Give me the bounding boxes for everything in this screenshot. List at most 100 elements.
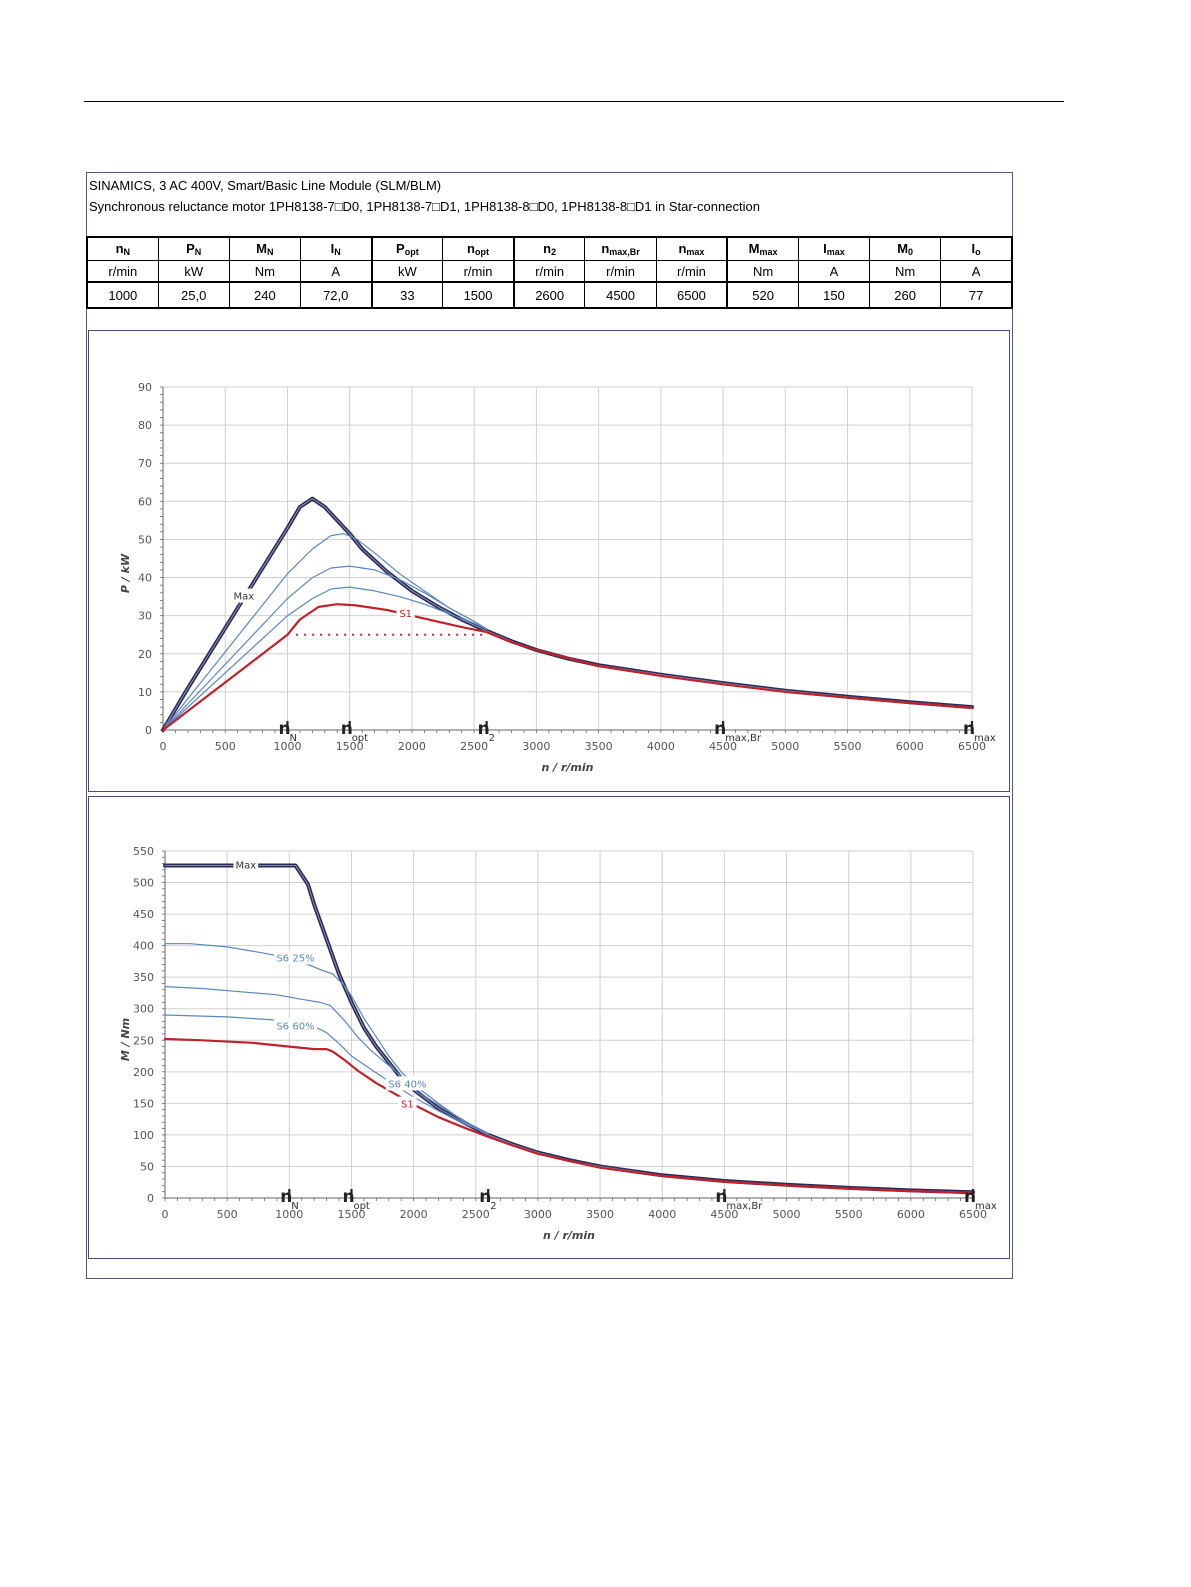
series-label-s6-40-: S6 40% [388, 1079, 426, 1090]
y-tick-label: 550 [133, 845, 154, 858]
x-tick-label: 6000 [896, 740, 924, 753]
x-tick-label: 3000 [524, 1208, 552, 1221]
spec-unit-9: Nm [726, 260, 799, 283]
x-tick-label: 500 [215, 740, 236, 753]
spec-value-1: 25,0 [157, 281, 230, 309]
speed-marker-subscript: N [289, 733, 296, 744]
y-tick-label: 100 [133, 1129, 154, 1142]
series-label-bg [396, 605, 415, 620]
series-label-bg [385, 1076, 429, 1091]
spec-symbol-main: n [115, 241, 124, 256]
series-label-s1: S1 [401, 1100, 414, 1111]
spec-symbol-sub: N [123, 247, 131, 257]
spec-symbol-main: I [823, 241, 827, 256]
series-label-max: Max [234, 592, 255, 603]
speed-marker-subscript: 2 [489, 733, 495, 744]
spec-symbol-row: nN PN MN IN Popt nopt n2 nmax,Br nmax Mmax Imax M0 I… [85, 236, 1014, 261]
spec-symbol-sub: max,Br [609, 247, 640, 257]
x-tick-label: 2500 [460, 740, 488, 753]
series-label-bg [233, 857, 259, 872]
spec-symbol-sub: opt [404, 247, 419, 257]
y-tick-label: 80 [138, 419, 152, 432]
y-tick-label: 30 [138, 610, 152, 623]
y-tick-label: 0 [145, 724, 152, 737]
series-label-bg [231, 588, 257, 603]
spec-symbol-sub: N [194, 247, 202, 257]
x-tick-label: 3500 [585, 740, 613, 753]
spec-symbol-11: M0 [869, 236, 942, 261]
x-tick-label: 5000 [771, 740, 799, 753]
speed-marker-symbol: n [280, 1187, 292, 1207]
spec-value-row: 1000 25,0 240 72,0 33 1500 2600 4500 6500 520 150 2… [85, 281, 1014, 309]
spec-symbol-main: I [971, 241, 976, 256]
spec-table: nN PN MN IN Popt nopt n2 nmax,Br nmax Mmax Imax M0 I… [85, 236, 1014, 309]
y-tick-label: 200 [133, 1066, 154, 1079]
spec-symbol-main: P [396, 241, 405, 256]
power-chart-panel [88, 330, 1010, 792]
header-line-2: Synchronous reluctance motor 1PH8138-7□D… [89, 199, 760, 214]
y-tick-label: 150 [133, 1097, 154, 1110]
spec-symbol-main: M [256, 241, 268, 256]
series-line-curve-2 [162, 565, 488, 731]
y-tick-label: 0 [147, 1192, 154, 1205]
series-line-s6-60- [164, 1014, 489, 1135]
y-tick-label: 40 [138, 572, 152, 585]
spec-symbol-sub: N [267, 247, 274, 257]
speed-marker-symbol: n [479, 1187, 491, 1207]
spec-symbol-sub: max [826, 247, 845, 257]
x-axis-label: n / r/min [541, 761, 593, 774]
spec-symbol-main: n [601, 241, 610, 256]
spec-symbol-main: M [897, 241, 909, 256]
series-label-s6-60-: S6 60% [276, 1021, 314, 1032]
speed-marker-symbol: n [963, 719, 975, 739]
datasheet-frame [86, 172, 1013, 1279]
spec-symbol-main: n [467, 241, 475, 256]
spec-unit-2: Nm [228, 260, 301, 283]
spec-symbol-2: MN [228, 236, 301, 261]
y-tick-label: 20 [138, 648, 152, 661]
spec-symbol-7: nmax,Br [584, 236, 657, 261]
speed-marker-symbol: n [342, 1187, 354, 1207]
spec-symbol-sub: o [975, 247, 981, 257]
x-tick-label: 1000 [275, 1208, 303, 1221]
y-tick-label: 90 [138, 381, 152, 394]
y-tick-label: 10 [138, 686, 152, 699]
x-tick-label: 4000 [648, 1208, 676, 1221]
series-line-curve-2 [164, 986, 489, 1135]
chart-1: 0 10 20 30 40 50 60 70 80 90 0 500 1000 1500 2000 2500 3… [119, 381, 996, 774]
x-axis-label: n / r/min [543, 1229, 595, 1242]
y-tick-label: 500 [133, 877, 154, 890]
spec-unit-5: r/min [442, 260, 515, 283]
speed-marker-subscript: opt [352, 733, 368, 744]
spec-symbol-8: nmax [655, 236, 728, 261]
x-tick-label: 2500 [462, 1208, 490, 1221]
y-tick-label: 50 [140, 1160, 154, 1173]
spec-symbol-sub: max [759, 247, 778, 257]
series-label-bg [398, 1096, 417, 1111]
x-tick-label: 0 [162, 1208, 169, 1221]
x-tick-label: 6500 [959, 1208, 987, 1221]
speed-marker-subscript: 2 [490, 1201, 496, 1212]
series-label-max: Max [235, 861, 256, 872]
x-tick-label: 4000 [647, 740, 675, 753]
spec-value-8: 6500 [655, 281, 728, 309]
spec-value-9: 520 [726, 281, 799, 309]
top-rule [84, 101, 1064, 102]
series-line-s1 [163, 1037, 975, 1195]
y-axis-label: P / kW [119, 553, 132, 593]
spec-unit-1: kW [157, 260, 230, 283]
spec-value-10: 150 [797, 281, 871, 309]
spec-symbol-main: n [543, 241, 552, 256]
series-line-curve-3 [162, 586, 488, 731]
x-tick-label: 1500 [336, 740, 364, 753]
x-tick-label: 6000 [897, 1208, 925, 1221]
speed-marker-subscript: opt [353, 1201, 369, 1212]
series-line-curve-1 [162, 533, 488, 731]
series-line-highlight [162, 498, 973, 731]
speed-marker-symbol: n [341, 719, 353, 739]
x-tick-label: 2000 [398, 740, 426, 753]
spec-value-4: 33 [370, 281, 444, 309]
spec-symbol-sub: 2 [551, 247, 557, 257]
spec-unit-0: r/min [85, 260, 159, 283]
